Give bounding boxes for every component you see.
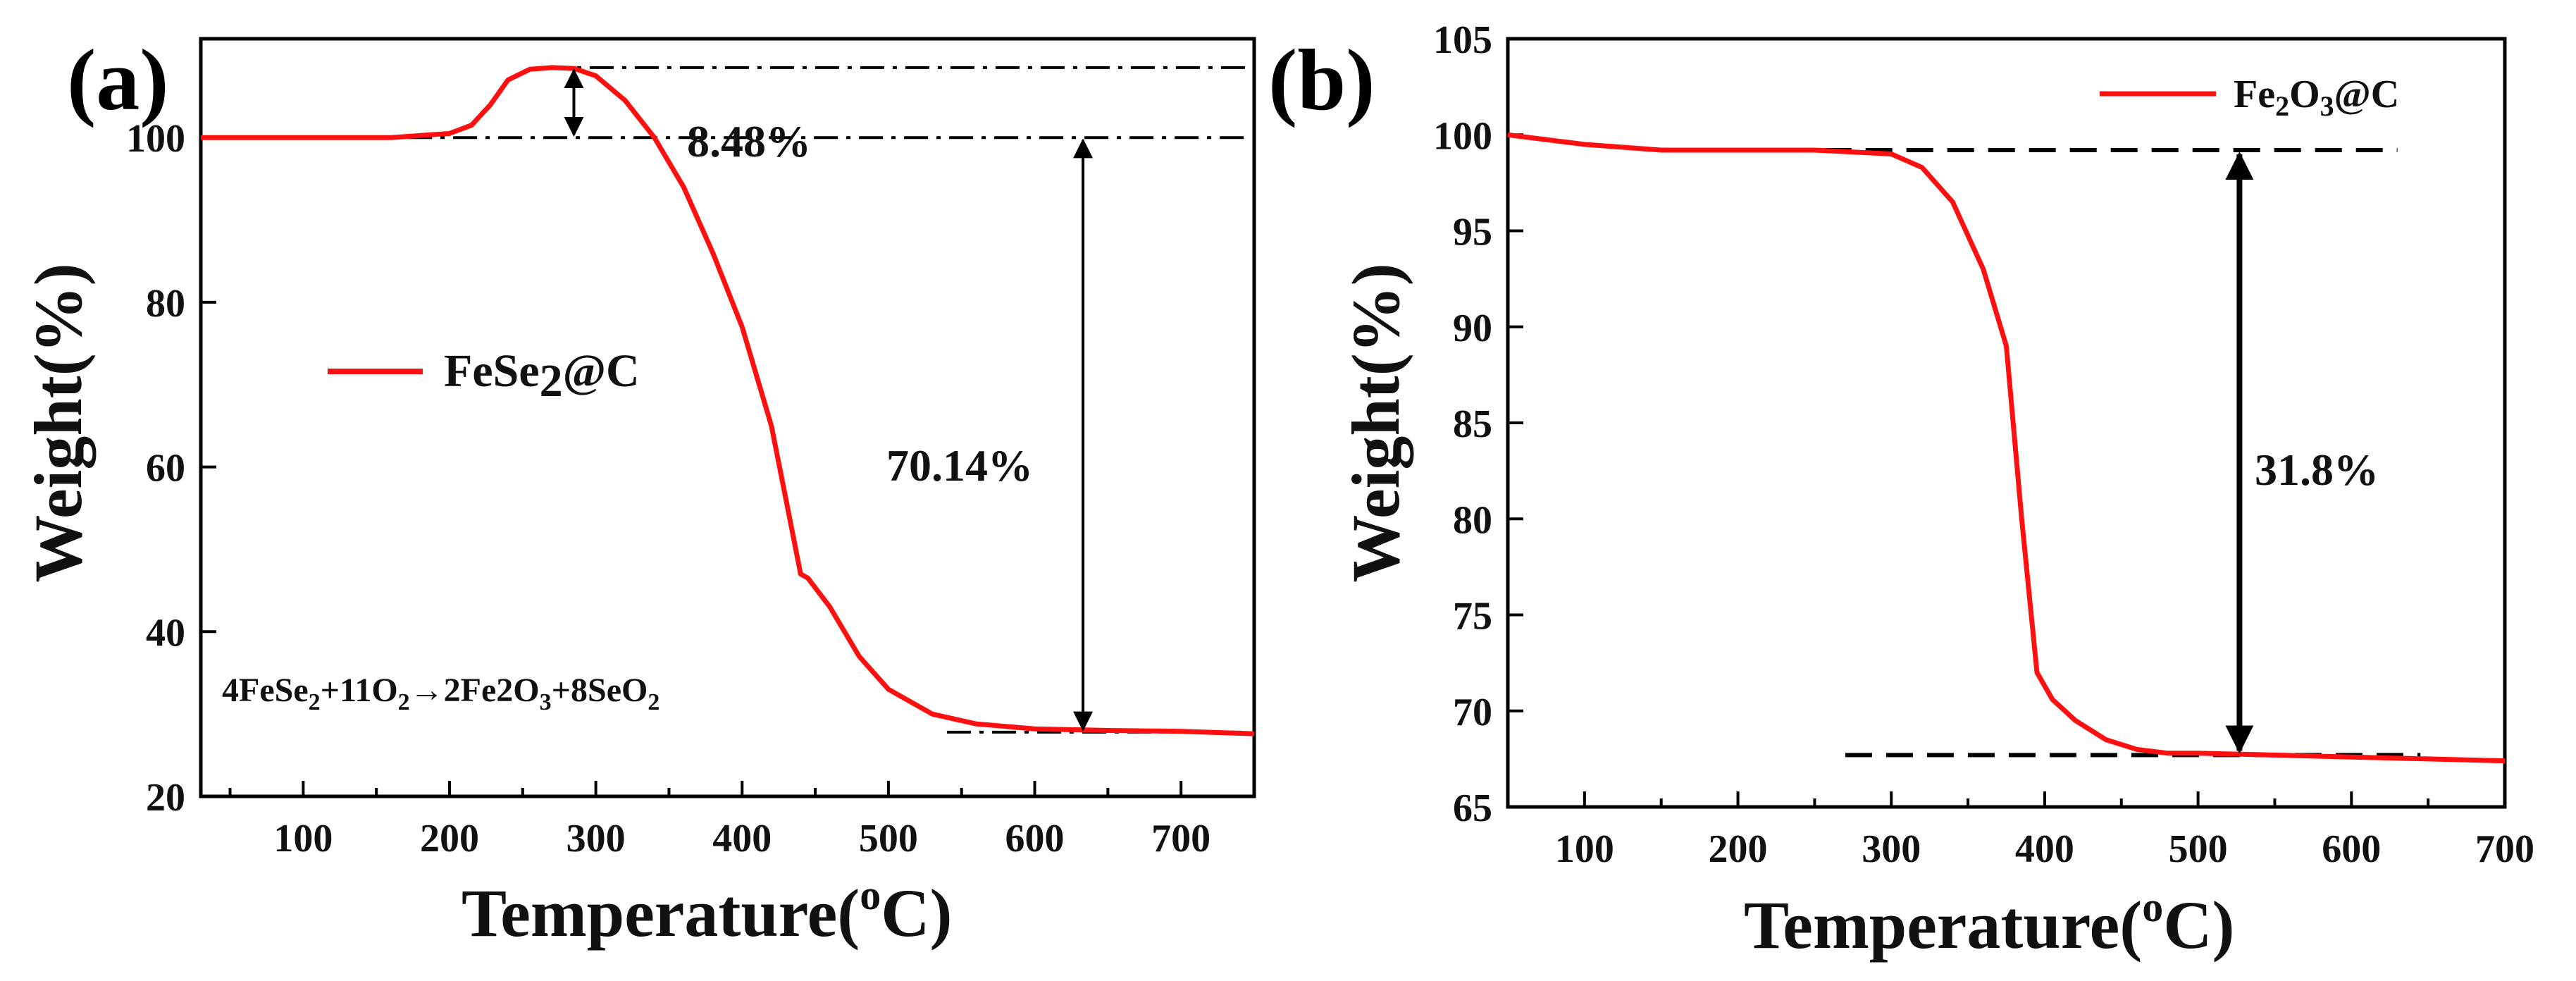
x-tick-label: 500: [859, 817, 918, 860]
x-tick-label: 200: [1709, 827, 1768, 871]
x-tick-label: 700: [1151, 817, 1210, 860]
panel-b-y-axis-title: Weight(%): [1338, 263, 1413, 582]
panel-b-axes: 100 200 300 400 500 600 700 657075808590951001…: [1433, 18, 2534, 871]
panel-b-y-ticks: 65 70 75 80 85 90 95 100 105: [1433, 18, 1523, 830]
panel-a-arrows: [564, 68, 1094, 732]
panel-a-reference-lines: [318, 66, 1247, 734]
panel-a-y-ticks: 20 40 60 80 100: [126, 117, 216, 820]
panel-a-x-axis-title: Temperature(oC): [462, 872, 953, 951]
panel-b-frame: [1506, 37, 2507, 809]
x-tick-label: 400: [2015, 827, 2074, 871]
panel-a-reaction-equation: 4FeSe2+11O2→2Fe2O3+8SeO2: [222, 672, 660, 715]
y-tick-label: 100: [126, 117, 185, 161]
panel-a-x-ticks: 100 200 300 400 500 600 700: [228, 781, 1256, 860]
y-tick-label: 95: [1453, 211, 1492, 254]
panel-a-y-axis-title: Weight(%): [20, 263, 96, 582]
panel-b-loss-label: 31.8%: [2255, 445, 2379, 495]
panel-b-x-axis-title: Temperature(oC): [1744, 884, 2235, 963]
y-tick-label: 90: [1453, 307, 1492, 350]
panel-a-legend: FeSe2@C: [328, 345, 640, 407]
panel-a-gain-label: 8.48%: [687, 116, 811, 166]
y-tick-label: 60: [146, 447, 185, 490]
y-tick-label: 70: [1453, 691, 1492, 734]
panel-b-series-fe2o3-c: [1507, 132, 2506, 764]
y-tick-label: 80: [1453, 498, 1492, 542]
panel-a-axes: 100 200 300 400 500 600 700 20 40 60 80 100: [126, 37, 1256, 860]
y-tick-label: 85: [1453, 402, 1492, 446]
panel-b: (b) 100 200 300 400 500 600 700 65 70 75 80 85 90 95…: [1268, 18, 2534, 963]
y-tick-label: 75: [1453, 595, 1492, 638]
panel-a-frame: [199, 37, 1256, 798]
panel-a-label: (a): [67, 32, 169, 128]
panel-b-label: (b): [1268, 32, 1375, 128]
x-tick-label: 300: [566, 817, 626, 860]
panel-b-x-ticks: 100 200 300 400 500 600 700: [1506, 791, 2534, 871]
y-tick-label: 20: [146, 776, 185, 820]
panel-a-legend-label: FeSe2@C: [444, 345, 640, 407]
x-tick-label: 400: [712, 817, 772, 860]
panel-a-series-fese2-c: [201, 65, 1255, 736]
y-tick-label: 105: [1433, 18, 1492, 62]
panel-a: (a) 100 200 300 400 500 600 700 20 40 60 80 100 8.…: [20, 32, 1256, 951]
x-tick-label: 300: [1862, 827, 1921, 871]
y-tick-label: 80: [146, 282, 185, 326]
x-tick-label: 600: [2322, 827, 2381, 871]
x-tick-label: 100: [1555, 827, 1614, 871]
panel-b-legend: Fe2O3@C: [2100, 73, 2399, 122]
x-tick-label: 700: [2475, 827, 2534, 871]
panel-b-legend-label: Fe2O3@C: [2234, 73, 2399, 122]
x-tick-label: 500: [2169, 827, 2228, 871]
x-tick-label: 200: [420, 817, 479, 860]
y-tick-label: 65: [1453, 786, 1492, 830]
y-tick-label: 100: [1433, 114, 1492, 158]
panel-a-loss-label: 70.14%: [886, 440, 1033, 490]
x-tick-label: 600: [1005, 817, 1065, 860]
x-tick-label: 100: [273, 817, 333, 860]
y-tick-label: 40: [146, 611, 185, 655]
